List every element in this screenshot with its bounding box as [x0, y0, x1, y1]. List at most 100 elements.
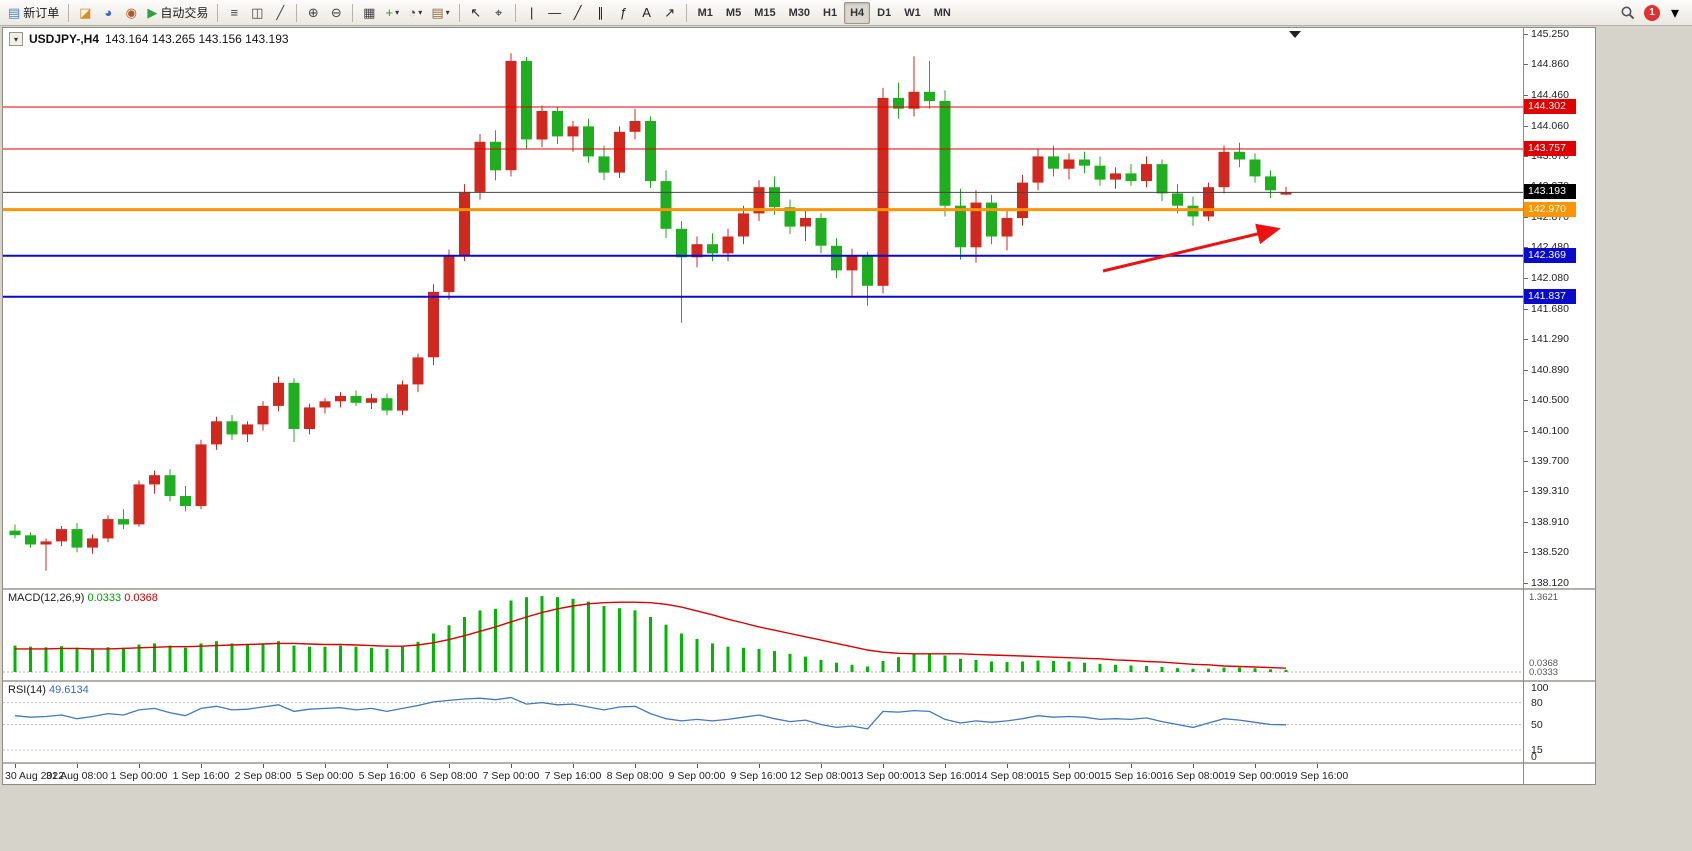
- panel-divider[interactable]: [3, 680, 1595, 682]
- timeframe-d1-button[interactable]: D1: [877, 6, 892, 19]
- candle: [40, 538, 52, 571]
- templates-button[interactable]: ▤ ▾: [427, 2, 453, 24]
- time-axis-label: 9 Sep 00:00: [668, 770, 726, 782]
- candle: [226, 415, 238, 440]
- candle: [25, 532, 36, 548]
- rsi-value: 49.6134: [48, 684, 89, 696]
- macd-panel[interactable]: [3, 590, 1523, 680]
- rsi-panel[interactable]: [3, 682, 1523, 762]
- toolbar-separator: [217, 3, 219, 22]
- panel-divider[interactable]: [3, 588, 1595, 590]
- line-chart-button[interactable]: ╱: [269, 2, 291, 24]
- fibonacci-icon: ƒ: [620, 5, 628, 20]
- bar-chart-button[interactable]: ≡: [223, 2, 245, 24]
- candle: [1001, 210, 1013, 251]
- arrows-button[interactable]: ↗: [659, 2, 681, 24]
- channel-button[interactable]: ∥: [590, 2, 612, 24]
- price-axis-label: 144.060: [1531, 120, 1569, 132]
- trendline-button[interactable]: ╱: [567, 2, 589, 24]
- candle: [924, 60, 935, 109]
- horizontal-line-button[interactable]: ―: [544, 2, 566, 24]
- macd-histogram: [13, 596, 1288, 673]
- candle: [738, 205, 749, 245]
- candle: [1094, 156, 1106, 186]
- timeframe-h1-button[interactable]: H1: [823, 6, 838, 19]
- indicators-button[interactable]: + ▾: [381, 2, 403, 24]
- hline-price-tag: 144.302: [1524, 99, 1576, 114]
- candle: [1203, 182, 1214, 222]
- candle: [412, 353, 424, 393]
- candle: [350, 390, 362, 406]
- timeframe-w1-button[interactable]: W1: [904, 6, 921, 19]
- price-axis-label: 140.100: [1531, 425, 1569, 437]
- tile-windows-icon: ▦: [363, 5, 376, 20]
- hline-price-tag: 142.970: [1524, 202, 1576, 217]
- candle: [118, 509, 129, 530]
- time-axis-tick: [635, 764, 636, 768]
- notification-badge[interactable]: 1: [1644, 4, 1660, 21]
- time-axis-label: 14 Sep 08:00: [975, 770, 1039, 782]
- candle: [1249, 153, 1261, 183]
- time-axis-label: 9 Sep 16:00: [730, 770, 788, 782]
- timeframe-h4-button[interactable]: H4: [844, 1, 871, 24]
- time-axis-tick: [77, 764, 78, 768]
- timeframe-mn-button[interactable]: MN: [933, 6, 951, 19]
- timeframe-m5-button[interactable]: M5: [725, 6, 742, 19]
- candle: [1110, 167, 1121, 189]
- candlestick-chart-button[interactable]: ◫: [246, 2, 268, 24]
- data-window-button[interactable]: ◉: [120, 2, 142, 24]
- candle: [598, 145, 610, 181]
- text-button[interactable]: A: [636, 2, 658, 24]
- cursor-button[interactable]: ↖: [465, 2, 487, 24]
- candle: [1156, 159, 1168, 202]
- candle: [490, 130, 501, 181]
- toolbar-separator: [458, 3, 460, 22]
- timeframe-m15-button[interactable]: M15: [754, 6, 776, 19]
- toolbar-overflow-button[interactable]: ▾: [1670, 4, 1680, 22]
- time-axis-tick: [325, 764, 326, 768]
- price-axis-tick: [1524, 552, 1528, 553]
- candle: [195, 439, 207, 510]
- new-order-button[interactable]: ▤ 新订单: [4, 2, 63, 24]
- timeframe-m30-button[interactable]: M30: [788, 6, 811, 19]
- time-axis-label: 6 Sep 08:00: [420, 770, 478, 782]
- chart-shift-marker[interactable]: [1289, 31, 1301, 38]
- main-chart-plot[interactable]: [3, 28, 1523, 588]
- time-axis-tick: [697, 764, 698, 768]
- rsi-axis-label: 0: [1531, 751, 1537, 763]
- toolbar-separator: [514, 3, 516, 22]
- fibonacci-button[interactable]: ƒ: [613, 2, 635, 24]
- new-chart-button[interactable]: ◪: [74, 2, 96, 24]
- time-axis-tick: [201, 764, 202, 768]
- autotrading-button[interactable]: ▶ 自动交易: [143, 2, 212, 24]
- vertical-line-button[interactable]: |: [521, 2, 543, 24]
- rsi-axis-label: 80: [1531, 697, 1543, 709]
- search-button[interactable]: [1616, 2, 1640, 24]
- candle: [56, 526, 67, 547]
- zoom-in-button[interactable]: ⊕: [302, 2, 324, 24]
- ch art-dropdown-button[interactable]: ▾: [9, 32, 23, 46]
- price-axis-tick: [1524, 370, 1528, 371]
- macd-main-value: 0.0333: [87, 592, 122, 604]
- candle: [691, 236, 703, 268]
- price-axis-tick: [1524, 217, 1528, 218]
- price-axis-tick: [1524, 583, 1528, 584]
- toolbar-right-group: 1 ▾: [1616, 2, 1688, 24]
- time-axis-tick: [821, 764, 822, 768]
- chevron-down-icon: ▾: [445, 8, 450, 17]
- candle: [335, 392, 346, 408]
- price-axis-tick: [1524, 95, 1528, 96]
- crosshair-button[interactable]: ⌖: [488, 2, 510, 24]
- candle: [521, 57, 532, 150]
- tile-windows-button[interactable]: ▦: [358, 2, 380, 24]
- time-axis-label: 13 Sep 00:00: [851, 770, 915, 782]
- periods-button[interactable]: ◔ ▾: [404, 2, 426, 24]
- price-axis-tick: [1524, 431, 1528, 432]
- profiles-button[interactable]: ◕: [97, 2, 119, 24]
- search-icon: [1621, 6, 1635, 19]
- price-axis: 145.250144.860144.460144.060143.670143.2…: [1523, 28, 1595, 784]
- trend-arrow[interactable]: [1102, 223, 1281, 273]
- timeframe-m1-button[interactable]: M1: [697, 6, 713, 19]
- price-axis-label: 145.250: [1531, 28, 1569, 40]
- zoom-out-button[interactable]: ⊖: [325, 2, 347, 24]
